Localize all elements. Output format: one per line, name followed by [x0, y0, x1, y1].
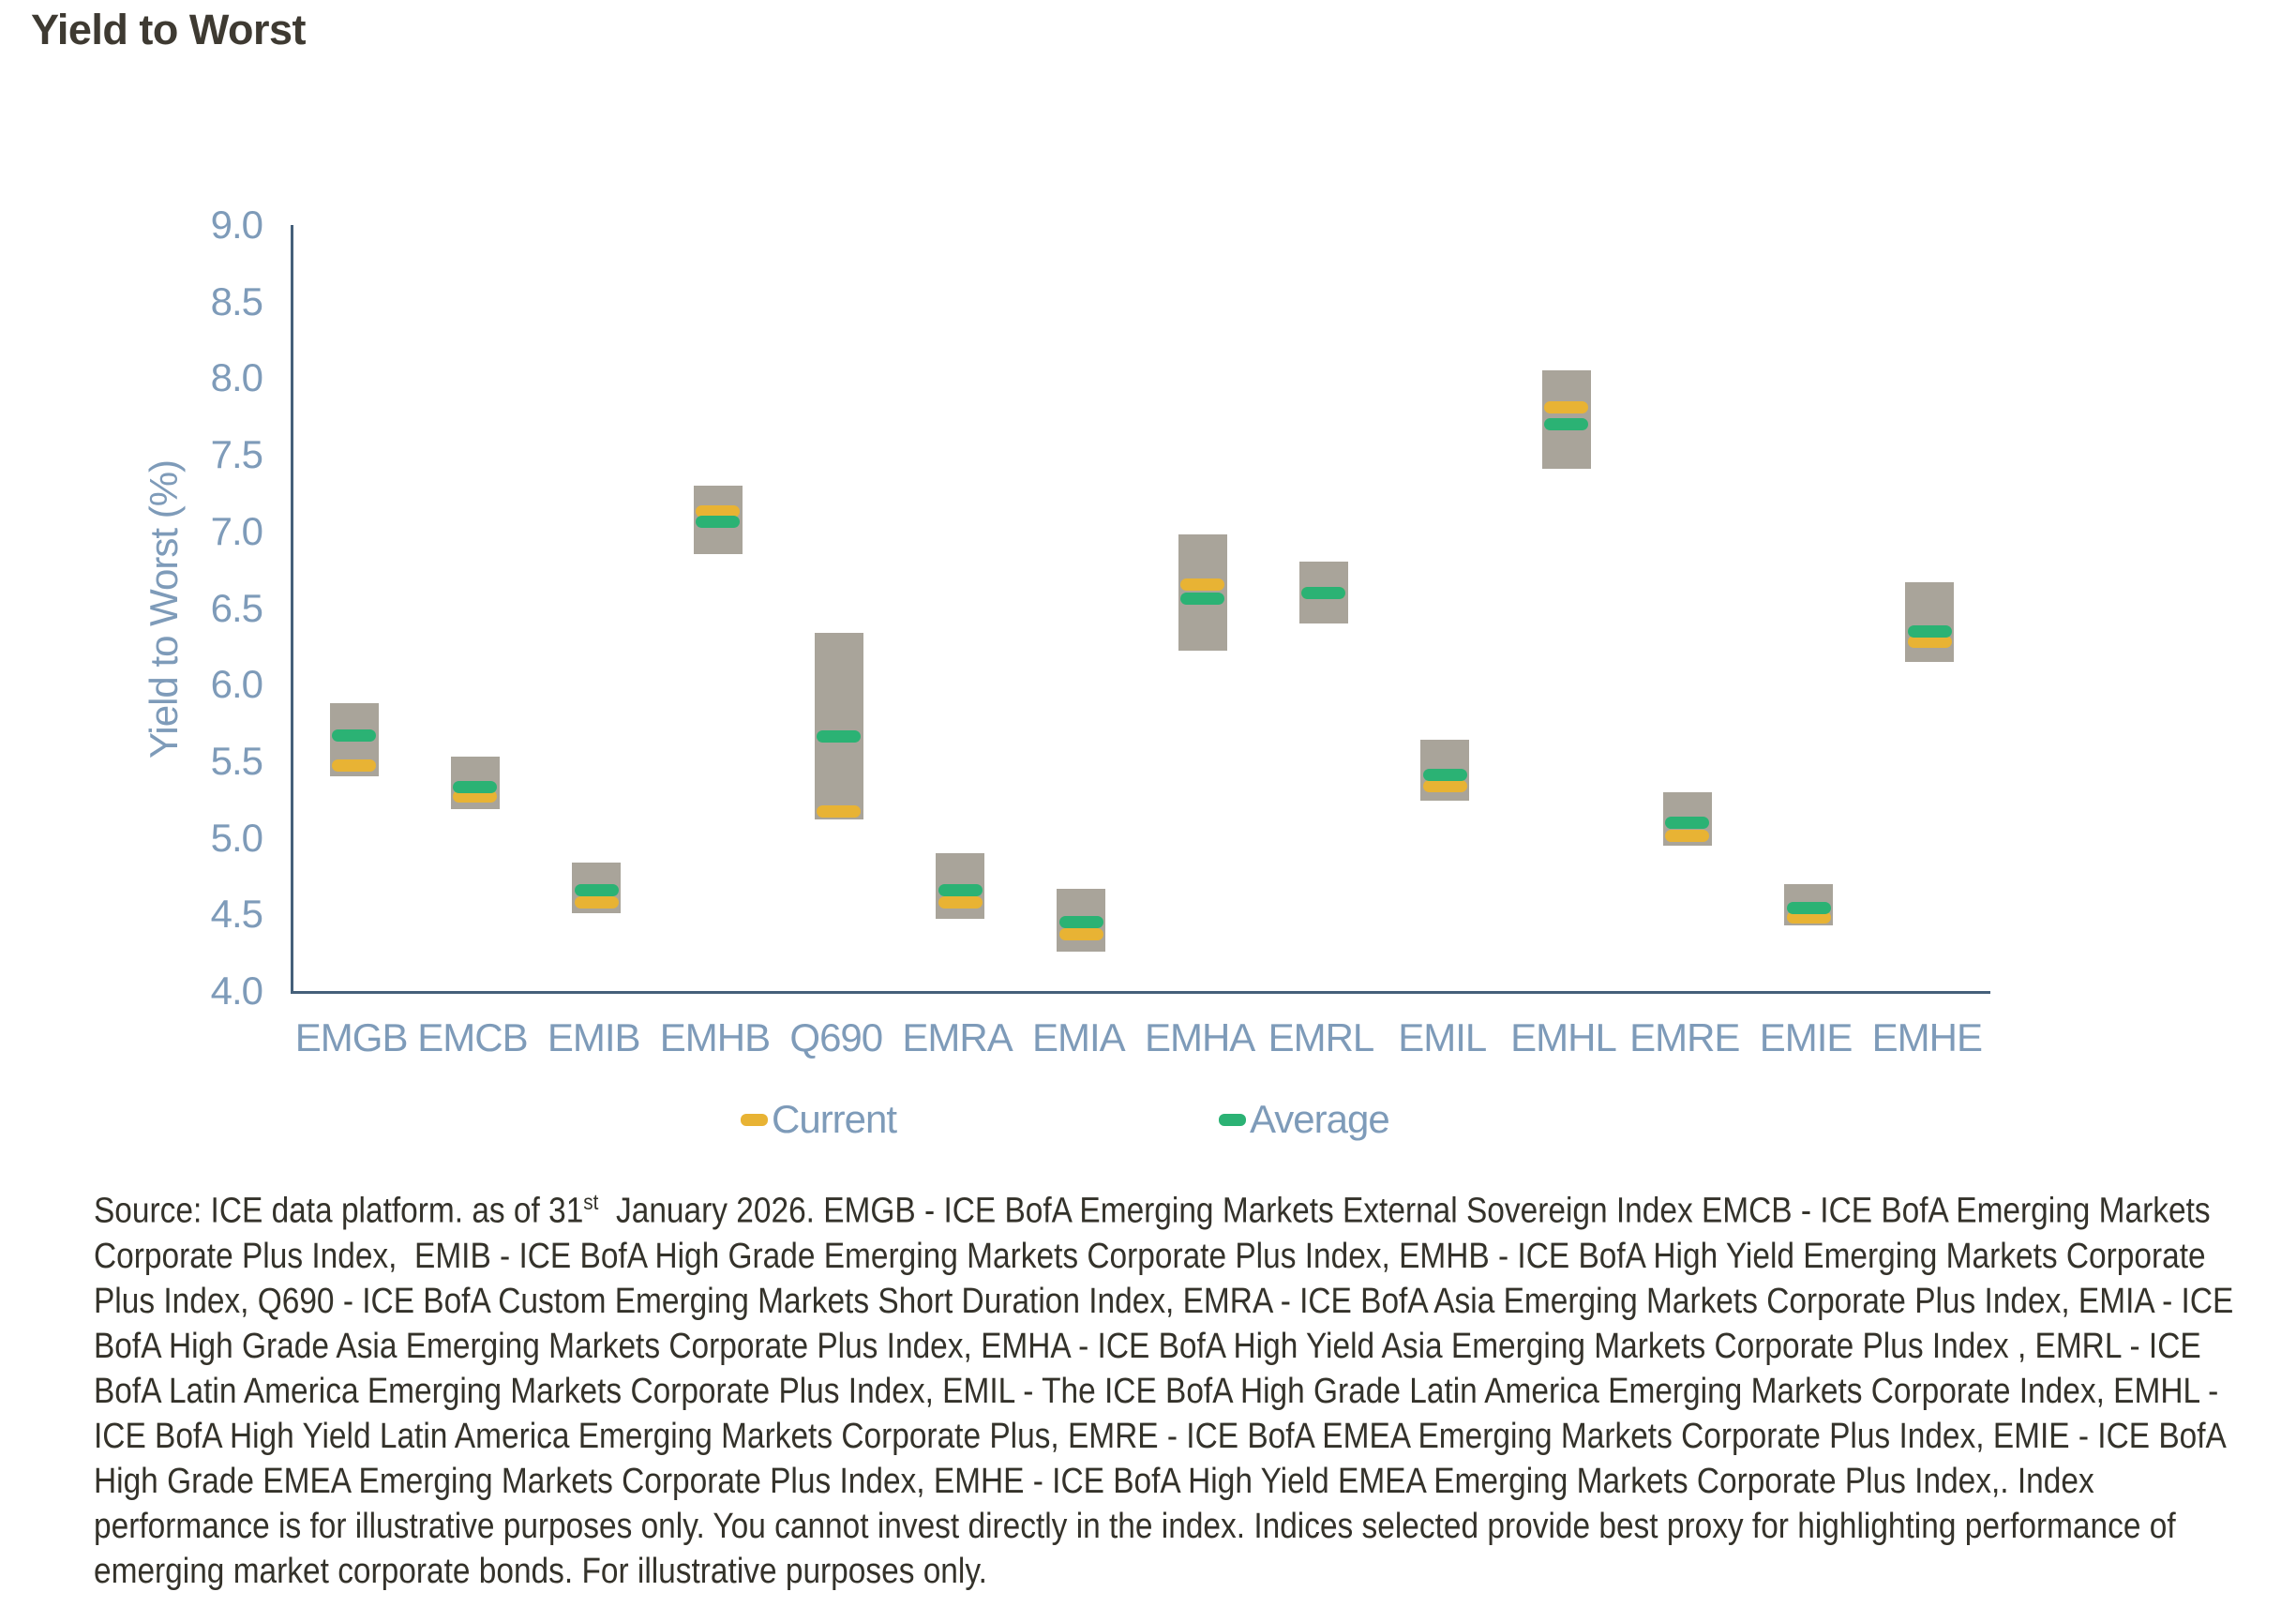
- y-tick-label: 7.5: [210, 432, 263, 477]
- footnote-line: High Grade EMEA Emerging Markets Corpora…: [94, 1461, 2094, 1501]
- x-axis-label-emia: EMIA: [1032, 1015, 1126, 1059]
- average-marker-emie: [1786, 902, 1831, 915]
- x-axis-label-q690: Q690: [789, 1015, 883, 1059]
- x-axis-label-emhe: EMHE: [1871, 1015, 1983, 1059]
- footnote-line: ICE BofA High Yield Latin America Emergi…: [94, 1416, 2227, 1456]
- average-marker-q690: [817, 730, 862, 743]
- x-axis-label-emgb: EMGB: [294, 1015, 409, 1059]
- legend-label-current: Current: [772, 1097, 897, 1141]
- legend-item-average: Average: [1219, 1097, 1390, 1142]
- current-marker-emhl: [1544, 400, 1588, 413]
- legend-label-average: Average: [1250, 1097, 1390, 1141]
- footnote-line: Source: ICE data platform. as of 31st Ja…: [94, 1190, 2211, 1231]
- y-tick-label: 9.0: [210, 203, 263, 247]
- current-swatch-icon: [741, 1113, 768, 1126]
- average-marker-emcb: [453, 781, 498, 794]
- footnote-line: BofA High Grade Asia Emerging Markets Co…: [94, 1326, 2201, 1366]
- average-marker-emia: [1058, 915, 1103, 928]
- footnote-line: Plus Index, Q690 - ICE BofA Custom Emerg…: [94, 1281, 2234, 1321]
- range-bar-q690: [814, 632, 863, 819]
- footnote: Source: ICE data platform. as of 31st Ja…: [94, 1179, 2233, 1594]
- average-marker-emhb: [696, 516, 740, 529]
- average-marker-emhl: [1544, 417, 1588, 430]
- average-marker-emhe: [1907, 624, 1952, 638]
- x-axis-label-emhb: EMHB: [659, 1015, 771, 1059]
- y-tick-label: 8.0: [210, 355, 263, 400]
- current-marker-emie: [1786, 911, 1831, 924]
- y-tick-label: 6.0: [210, 662, 263, 707]
- superscript-st: st: [583, 1190, 599, 1214]
- x-axis-label-emha: EMHA: [1144, 1015, 1255, 1059]
- average-marker-emra: [938, 883, 983, 896]
- y-tick-label: 7.0: [210, 508, 263, 553]
- average-marker-emha: [1180, 593, 1225, 606]
- current-marker-emib: [574, 895, 619, 909]
- current-marker-emre: [1665, 830, 1710, 843]
- range-bar-emha: [1178, 534, 1227, 652]
- current-marker-emra: [938, 895, 983, 909]
- current-marker-emgb: [332, 759, 377, 773]
- plot-area: [291, 225, 1990, 994]
- average-marker-emil: [1422, 769, 1467, 782]
- footnote-line: BofA Latin America Emerging Markets Corp…: [94, 1371, 2219, 1411]
- x-axis-label-emib: EMIB: [547, 1015, 641, 1059]
- x-axis-label-emre: EMRE: [1629, 1015, 1740, 1059]
- current-marker-emhe: [1907, 635, 1952, 648]
- y-tick-label: 4.5: [210, 892, 263, 937]
- x-axis-label-emhl: EMHL: [1510, 1015, 1617, 1059]
- x-axis-label-emil: EMIL: [1398, 1015, 1487, 1059]
- y-tick-label: 8.5: [210, 278, 263, 323]
- y-tick-label: 5.5: [210, 738, 263, 783]
- current-marker-emil: [1422, 779, 1467, 792]
- footnote-line: emerging market corporate bonds. For ill…: [94, 1551, 987, 1591]
- footnote-line: performance is for illustrative purposes…: [94, 1506, 2176, 1546]
- legend-item-current: Current: [741, 1097, 897, 1142]
- average-swatch-icon: [1219, 1113, 1246, 1126]
- y-tick-label: 6.5: [210, 585, 263, 630]
- average-marker-emgb: [332, 728, 377, 742]
- x-axis-label-emcb: EMCB: [417, 1015, 528, 1059]
- average-marker-emib: [574, 883, 619, 896]
- current-marker-emha: [1180, 578, 1225, 592]
- footnote-line: Corporate Plus Index, EMIB - ICE BofA Hi…: [94, 1236, 2206, 1276]
- current-marker-emia: [1058, 928, 1103, 941]
- x-axis-label-emrl: EMRL: [1268, 1015, 1375, 1059]
- current-marker-emhb: [696, 505, 740, 518]
- range-bar-emhe: [1905, 581, 1955, 662]
- y-tick-label: 4.0: [210, 969, 263, 1013]
- current-marker-q690: [817, 805, 862, 819]
- x-axis-label-emie: EMIE: [1759, 1015, 1853, 1059]
- x-axis-label-emra: EMRA: [902, 1015, 1013, 1059]
- chart-title: Yield to Worst: [31, 6, 307, 53]
- y-tick-label: 5.0: [210, 815, 263, 860]
- average-marker-emrl: [1301, 586, 1346, 599]
- current-marker-emcb: [453, 789, 498, 803]
- average-marker-emre: [1665, 816, 1710, 829]
